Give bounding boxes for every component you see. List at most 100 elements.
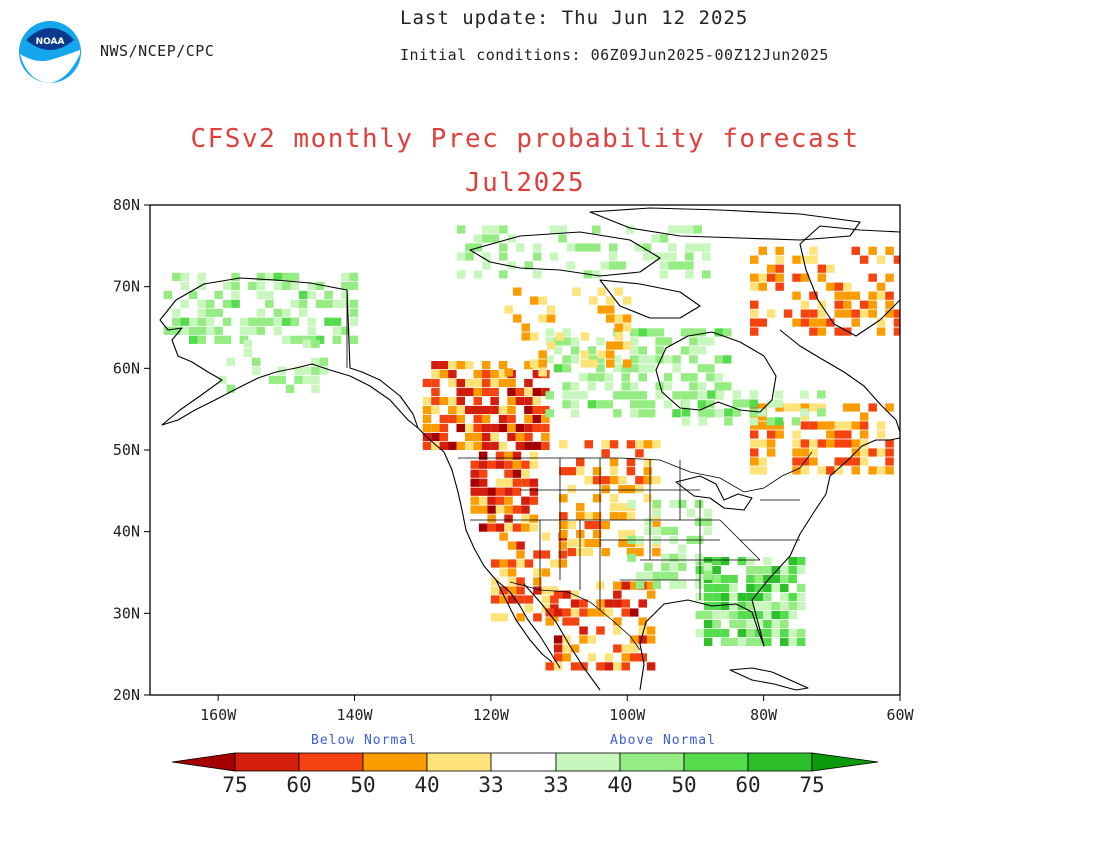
probability-cell xyxy=(604,599,614,608)
probability-cell xyxy=(703,571,712,580)
probability-cell xyxy=(532,270,542,279)
probability-cell xyxy=(587,635,597,644)
probability-cell xyxy=(680,328,690,337)
probability-cell xyxy=(507,432,516,442)
probability-cell xyxy=(596,337,605,346)
probability-cell xyxy=(282,317,291,326)
probability-cell xyxy=(796,557,806,566)
probability-cell xyxy=(431,378,440,388)
probability-cell xyxy=(562,391,571,400)
probability-cell xyxy=(490,432,499,442)
probability-cell xyxy=(885,300,894,309)
probability-cell xyxy=(630,400,639,409)
probability-cell xyxy=(545,662,554,671)
probability-cell xyxy=(521,496,530,505)
probability-cell xyxy=(550,613,559,622)
probability-cell xyxy=(465,243,474,252)
probability-cell xyxy=(766,273,776,282)
probability-cell xyxy=(533,613,542,622)
probability-cell xyxy=(478,523,488,532)
probability-cell xyxy=(562,590,571,599)
probability-cell xyxy=(661,562,670,571)
noaa-logo-icon: NOAA xyxy=(19,21,81,83)
probability-cell xyxy=(788,637,797,646)
probability-cell xyxy=(609,494,619,503)
probability-cell xyxy=(515,396,525,406)
probability-cell xyxy=(780,637,789,646)
probability-cell xyxy=(630,635,639,644)
probability-cell xyxy=(712,628,721,638)
legend-swatch-above xyxy=(747,752,813,772)
probability-cell xyxy=(579,391,588,400)
coast-cuba xyxy=(729,667,809,691)
probability-cell xyxy=(817,327,827,336)
probability-cell xyxy=(729,637,738,646)
probability-cell xyxy=(775,430,784,439)
probability-cell xyxy=(672,355,681,364)
probability-cell xyxy=(604,400,614,409)
probability-cell xyxy=(478,487,488,496)
probability-cell xyxy=(481,441,491,450)
probability-cell xyxy=(678,499,687,508)
probability-cell xyxy=(646,400,656,409)
probability-cell xyxy=(499,595,508,604)
probability-cell xyxy=(532,243,542,252)
probability-cell xyxy=(529,451,539,460)
probability-cell xyxy=(729,601,738,611)
probability-cell xyxy=(792,457,801,466)
probability-cell xyxy=(661,571,670,580)
probability-cell xyxy=(549,225,559,234)
probability-cell xyxy=(689,373,698,382)
probability-cell xyxy=(422,423,432,433)
probability-cell xyxy=(630,382,639,391)
probability-cell xyxy=(859,309,869,318)
probability-cell xyxy=(597,350,606,359)
probability-cell xyxy=(163,290,173,299)
probability-cell xyxy=(876,282,886,291)
probability-cell xyxy=(851,318,860,327)
probability-cell xyxy=(567,521,576,530)
probability-cell xyxy=(834,291,843,300)
probability-cell xyxy=(695,628,704,638)
probability-cell xyxy=(498,378,508,388)
probability-cell xyxy=(515,387,525,397)
probability-cell xyxy=(655,346,664,355)
probability-cell xyxy=(646,635,656,644)
probability-cell xyxy=(622,296,632,305)
probability-cell xyxy=(465,441,474,450)
probability-cell xyxy=(621,644,630,653)
probability-cell xyxy=(868,273,877,282)
probability-cell xyxy=(302,339,312,348)
probability-cell xyxy=(482,252,491,261)
legend-value-above: 33 xyxy=(543,773,568,797)
probability-cell xyxy=(663,355,673,364)
probability-cell xyxy=(298,299,308,308)
probability-cell xyxy=(470,496,479,505)
probability-cell xyxy=(307,317,316,326)
probability-cell xyxy=(655,391,664,400)
probability-cell xyxy=(499,252,508,261)
probability-cell xyxy=(448,378,457,388)
political-borders xyxy=(346,290,813,651)
probability-cell xyxy=(576,512,585,521)
probability-cell xyxy=(750,430,759,439)
probability-cell xyxy=(638,617,647,626)
probability-cell xyxy=(630,337,639,346)
legend-value-above: 50 xyxy=(671,773,696,797)
probability-cell xyxy=(562,382,571,391)
probability-cell xyxy=(473,370,482,379)
probability-cell xyxy=(703,557,713,566)
probability-cell xyxy=(826,439,835,448)
probability-cell xyxy=(465,405,474,415)
probability-cell xyxy=(256,317,266,326)
probability-cell xyxy=(661,553,670,562)
probability-cell xyxy=(859,412,869,421)
probability-cell xyxy=(197,317,206,326)
probability-cell xyxy=(558,225,567,234)
coast-west xyxy=(417,427,561,669)
probability-cell xyxy=(504,451,513,460)
probability-cell xyxy=(495,460,505,469)
probability-cell xyxy=(780,583,789,593)
probability-cell xyxy=(635,571,645,580)
probability-cell xyxy=(626,530,636,539)
